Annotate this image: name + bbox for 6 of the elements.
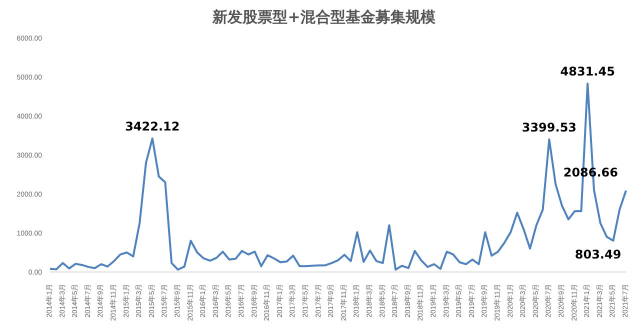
data-label: 3399.53	[522, 120, 577, 134]
data-label: 803.49	[574, 248, 622, 262]
line-series	[49, 82, 627, 271]
chart-title: 新发股票型+混合型基金募集规模	[211, 8, 436, 28]
data-label: 3422.12	[125, 120, 180, 134]
data-label: 4831.45	[560, 64, 615, 79]
